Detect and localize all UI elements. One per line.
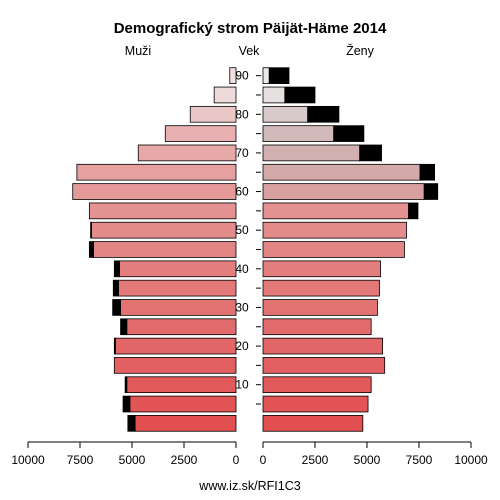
age-tick-label: 40 [235,262,249,276]
male-bar-25-29 [126,318,237,336]
female-bar-40-44 [262,260,381,278]
male-bar-90+ [229,67,237,84]
female-excess-bar-55-59 [408,202,419,220]
male-bar-40-44 [119,260,237,278]
age-tick-label: 70 [235,146,249,160]
age-axis-label: Vek [239,44,261,58]
x-axis-male: 10000 7500 5000 2500 0 [11,441,240,467]
male-bar-55-59 [88,202,237,220]
female-bar-75-79 [262,125,335,142]
male-bar-80-84 [189,105,237,123]
male-excess-bar-5-9 [122,395,131,413]
male-excess-bar-50-54 [90,221,92,239]
female-bar-0-4 [262,415,364,432]
age-tick-label: 20 [235,339,249,353]
female-excess-bar-75-79 [333,125,365,142]
female-excess-bar-90+ [268,67,290,84]
x-tick-label: 7500 [67,453,94,467]
female-label: Ženy [346,43,375,58]
male-bar-35-39 [118,279,237,297]
x-tick-label: 2500 [171,453,198,467]
age-tick-label: 60 [235,185,249,199]
male-bar-5-9 [129,395,237,413]
male-excess-bar-35-39 [112,279,119,297]
male-bar-0-4 [134,415,237,432]
male-excess-bar-40-44 [113,260,120,278]
male-excess-bar-20-24 [113,337,116,355]
female-bar-50-54 [262,221,407,239]
male-bar-85-89 [213,86,237,104]
x-tick-label: 10000 [11,453,45,467]
female-bar-45-49 [262,241,405,258]
age-tick-label: 10 [235,378,249,392]
female-bar-5-9 [262,395,369,413]
age-tick-label: 80 [235,107,249,121]
female-bar-85-89 [262,86,286,104]
x-tick-label: 5000 [119,453,146,467]
male-bars [72,67,237,432]
x-tick-label: 10000 [454,453,488,467]
female-bar-25-29 [262,318,372,336]
female-bar-60-64 [262,183,425,200]
male-excess-bar-0-4 [127,415,136,432]
female-bar-35-39 [262,279,380,297]
female-excess-bar-60-64 [423,183,439,200]
female-bar-65-69 [262,163,421,181]
x-tick-label: 0 [233,453,240,467]
male-bar-15-19 [113,357,237,374]
female-bar-70-74 [262,144,361,162]
age-tick-label: 90 [235,69,249,83]
x-tick-label: 2500 [302,453,329,467]
female-excess-bar-80-84 [307,105,340,123]
age-tick-label: 30 [235,300,249,314]
female-bar-15-19 [262,357,386,374]
male-bar-65-69 [76,163,237,181]
male-bar-75-79 [164,125,237,142]
age-axis: 10 20 30 40 50 60 70 80 90 [235,69,261,405]
male-bar-50-54 [91,221,237,239]
male-excess-bar-10-14 [124,376,128,394]
x-tick-label: 7500 [406,453,433,467]
x-tick-label: 0 [260,453,267,467]
age-tick-label: 50 [235,223,249,237]
footer-url: www.iz.sk/RFI1C3 [198,479,300,493]
female-excess-bar-65-69 [419,163,436,181]
female-bar-90+ [262,67,270,84]
x-tick-label: 5000 [354,453,381,467]
male-excess-bar-25-29 [120,318,128,336]
female-bar-10-14 [262,376,372,394]
female-bar-20-24 [262,337,383,355]
female-excess-bar-85-89 [284,86,316,104]
female-bars [262,67,439,432]
male-excess-bar-30-34 [112,299,121,316]
male-bar-10-14 [126,376,237,394]
female-bar-80-84 [262,105,309,123]
male-bar-70-74 [137,144,237,162]
x-axis-female: 0 2500 5000 7500 10000 [260,441,488,467]
male-label: Muži [125,44,151,58]
male-bar-60-64 [72,183,237,200]
chart-title: Demografický strom Päijät-Häme 2014 [114,20,387,37]
female-bar-55-59 [262,202,410,220]
male-bar-20-24 [114,337,237,355]
female-excess-bar-70-74 [359,144,382,162]
male-bar-30-34 [120,299,237,316]
male-bar-45-49 [93,241,237,258]
female-bar-30-34 [262,299,378,316]
male-excess-bar-45-49 [88,241,94,258]
